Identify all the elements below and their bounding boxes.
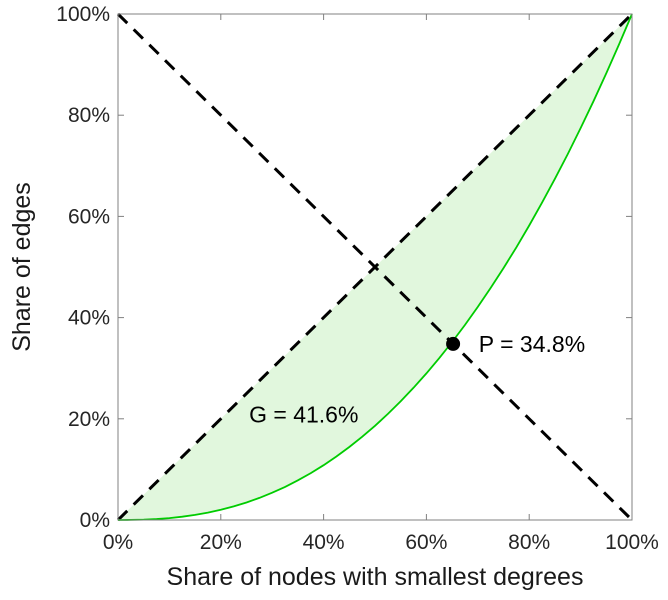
tick-label: 40% [303,531,345,554]
intersection-point [446,336,461,351]
tick-label: 80% [68,104,110,127]
x-tick-labels: 0% 20% 40% 60% 80% 100% [103,531,659,554]
tick-label: 100% [605,531,659,554]
y-axis-label: Share of edges [8,182,36,352]
tick-label: 60% [68,205,110,228]
tick-label: 0% [103,531,133,554]
tick-label: 20% [200,531,242,554]
annotations: G = 41.6% P = 34.8% [249,331,585,427]
tick-label: 0% [80,509,110,532]
plot-box-border [117,13,633,521]
tick-label: 80% [508,531,550,554]
tick-label: 40% [68,307,110,330]
anti-diagonal-line [116,12,634,522]
annotation-text: P = 34.8% [479,331,585,357]
tick-label: 100% [56,3,110,26]
tick-label: 20% [68,408,110,431]
tick-label: 60% [405,531,447,554]
annotation-text: G = 41.6% [249,401,358,427]
x-axis-label: Share of nodes with smallest degrees [167,563,584,591]
lorenz-curve [117,13,633,521]
y-tick-labels: 0% 20% 40% 60% 80% 100% [56,3,110,532]
